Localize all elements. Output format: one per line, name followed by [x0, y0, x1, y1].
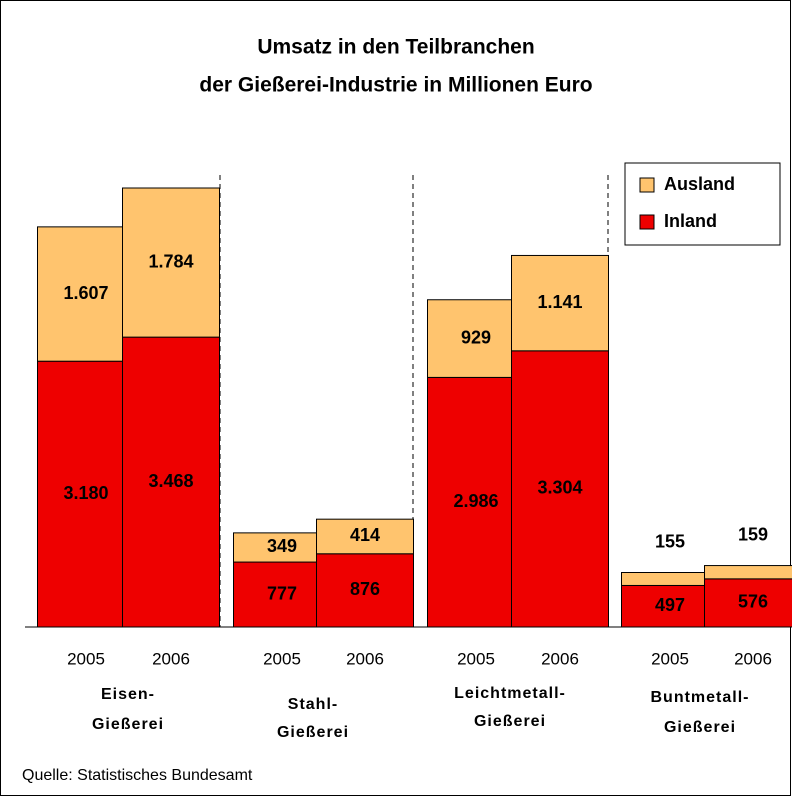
legend-swatch	[640, 178, 654, 192]
x-tick-label: 2005	[457, 649, 495, 668]
value-label: 3.180	[63, 483, 108, 503]
value-label: 3.304	[537, 478, 582, 498]
value-label: 3.468	[148, 471, 193, 491]
group-label: Gießerei	[277, 724, 349, 741]
x-tick-label: 2006	[152, 649, 190, 668]
legend-label: Inland	[664, 211, 717, 231]
legend-label: Ausland	[664, 174, 735, 194]
group-label: Gießerei	[664, 719, 736, 736]
group-label: Leichtmetall-	[454, 685, 566, 702]
bar-segment	[705, 566, 792, 579]
x-tick-label: 2005	[651, 649, 689, 668]
x-tick-label: 2005	[67, 649, 105, 668]
value-label: 2.986	[453, 491, 498, 511]
bar-segment	[622, 573, 719, 586]
value-label: 876	[350, 579, 380, 599]
group-label: Gießerei	[92, 716, 164, 733]
value-label: 929	[461, 327, 491, 347]
value-label: 159	[738, 524, 768, 544]
value-label: 777	[267, 583, 297, 603]
group-label: Gießerei	[474, 713, 546, 730]
value-label: 155	[655, 531, 685, 551]
group-label: Stahl-	[288, 696, 338, 713]
source: Quelle: Statistisches Bundesamt	[22, 767, 253, 784]
chart-title: Umsatz in den Teilbranchen	[257, 36, 534, 59]
value-label: 349	[267, 536, 297, 556]
group-label: Buntmetall-	[651, 689, 750, 706]
x-tick-label: 2005	[263, 649, 301, 668]
value-label: 576	[738, 592, 768, 612]
value-label: 1.607	[63, 283, 108, 303]
value-label: 1.784	[148, 251, 193, 271]
value-label: 1.141	[537, 292, 582, 312]
chart-title: der Gießerei-Industrie in Millionen Euro	[199, 74, 592, 97]
value-label: 414	[350, 525, 380, 545]
legend-swatch	[640, 215, 654, 229]
group-label: Eisen-	[101, 686, 155, 703]
x-tick-label: 2006	[734, 649, 772, 668]
value-label: 497	[655, 595, 685, 615]
x-tick-label: 2006	[346, 649, 384, 668]
x-tick-label: 2006	[541, 649, 579, 668]
